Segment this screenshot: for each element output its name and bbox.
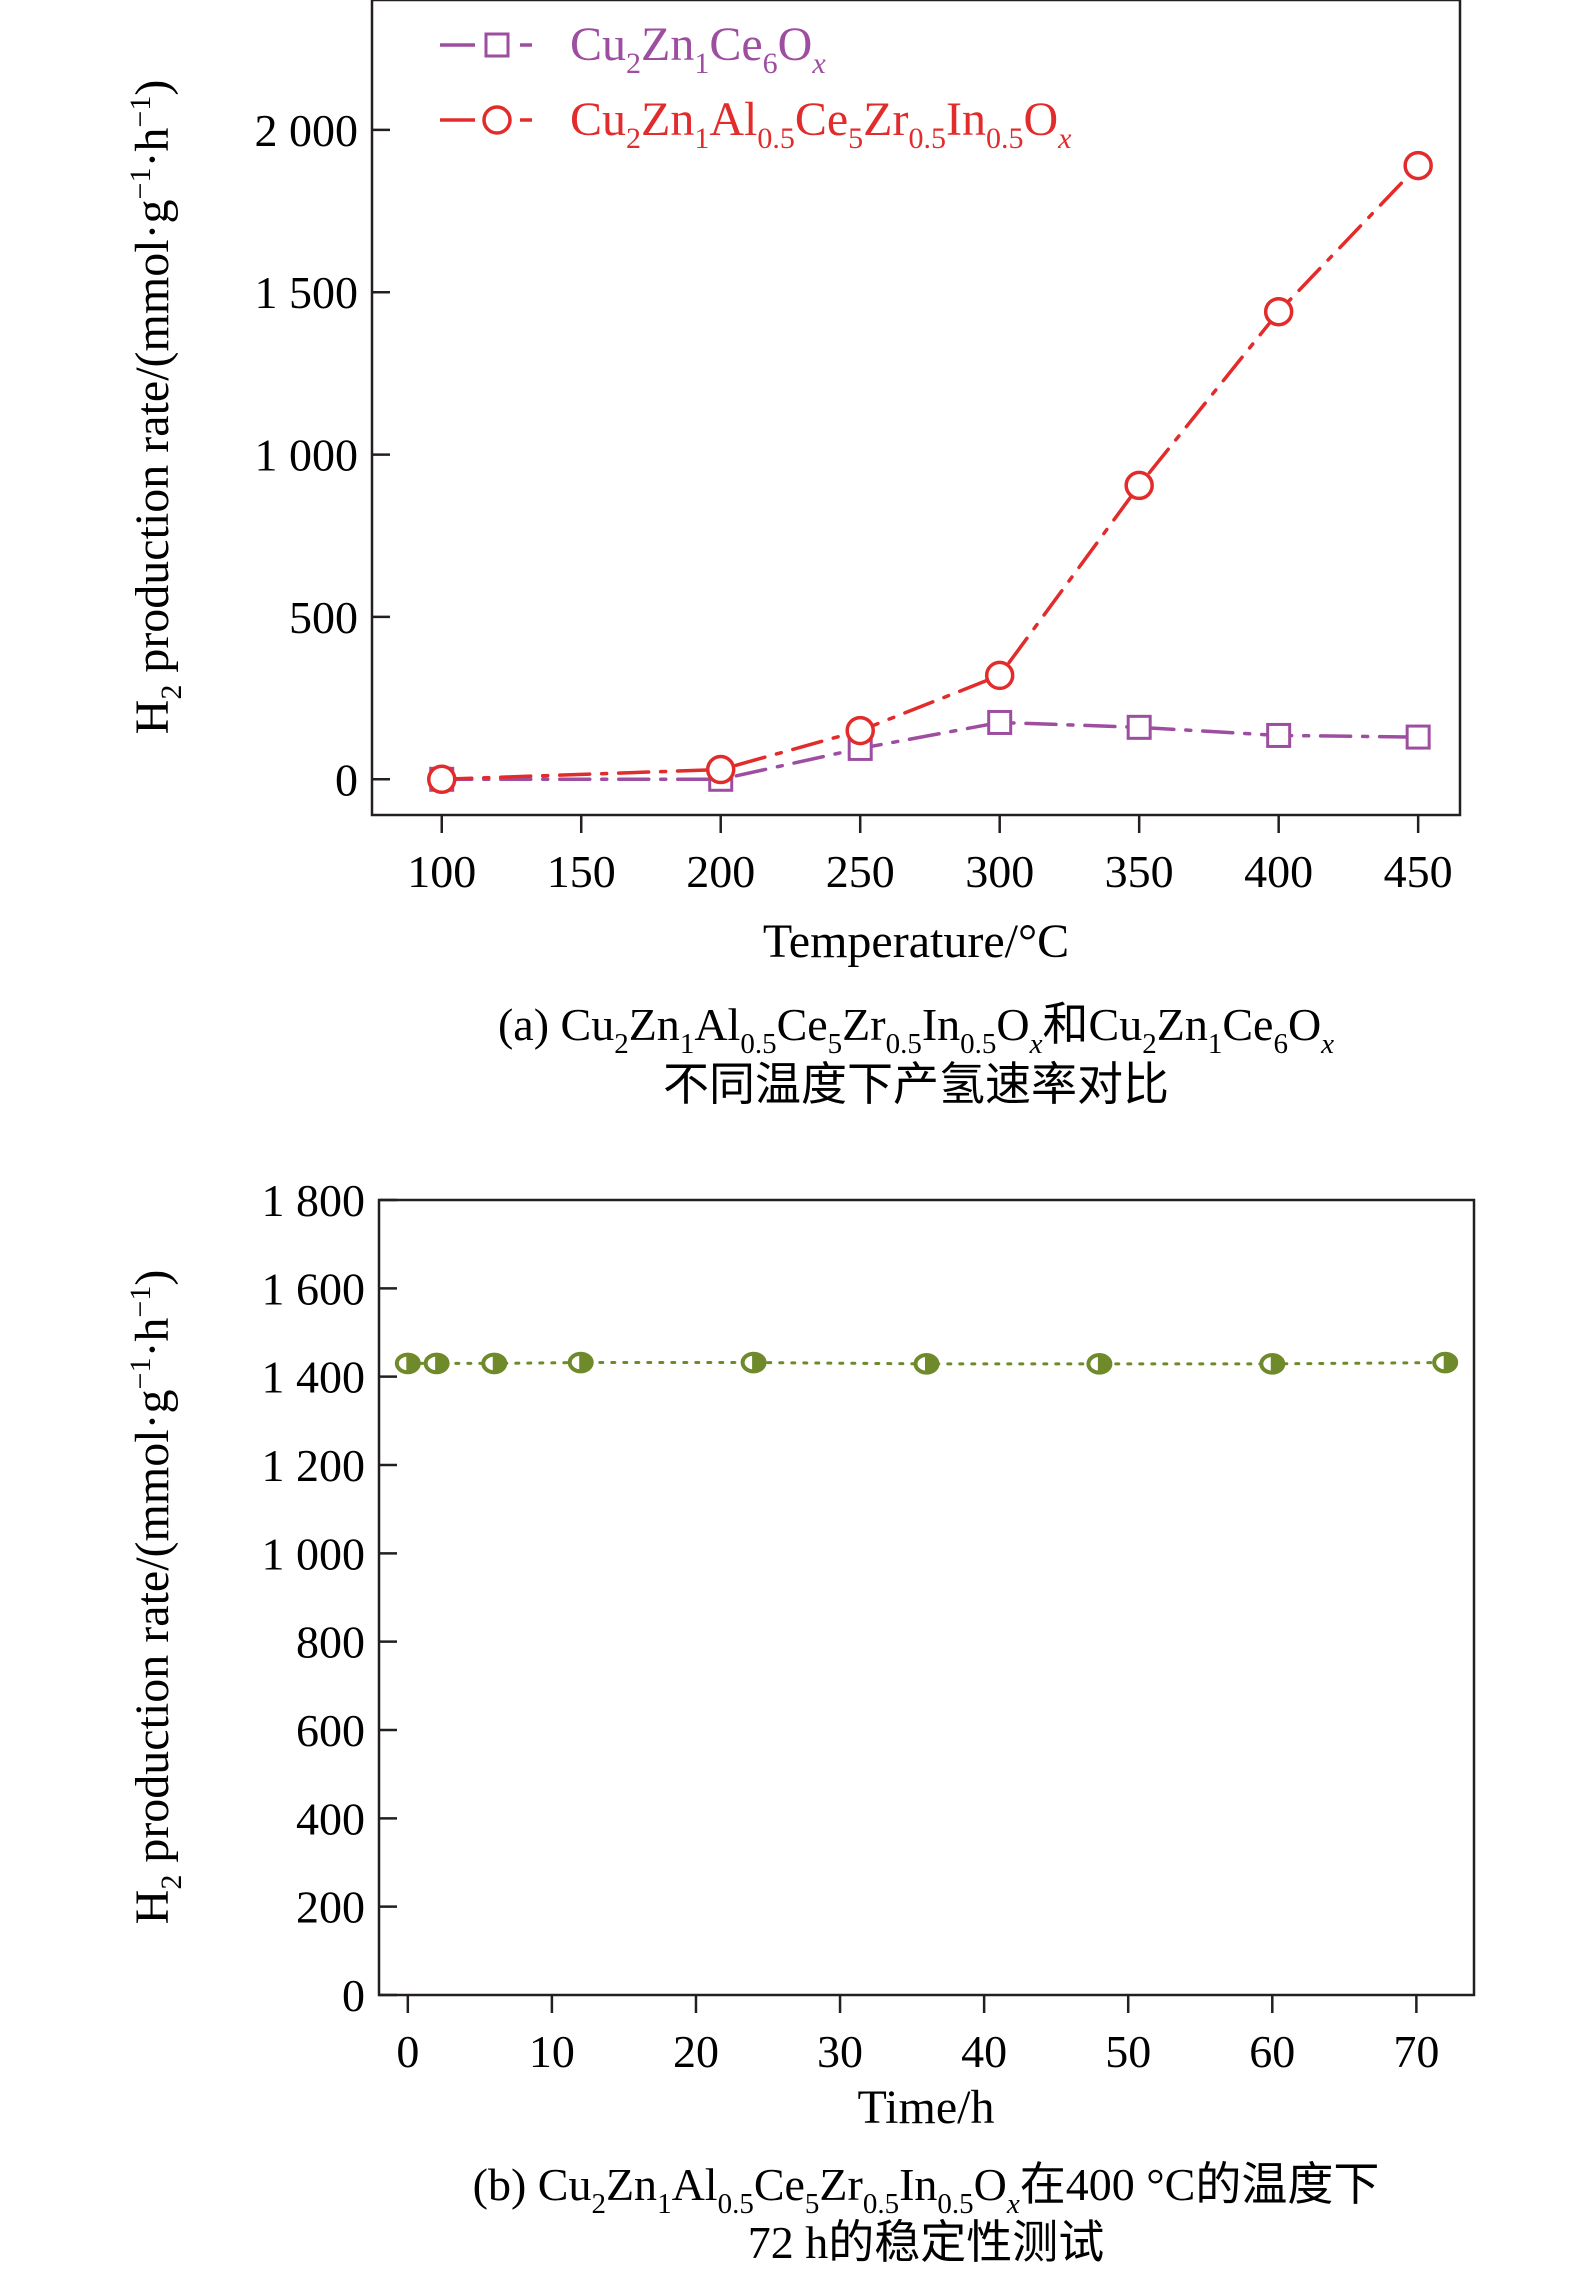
data-point	[1124, 470, 1154, 501]
data-point	[987, 709, 1013, 735]
y-tick-label: 600	[296, 1705, 365, 1756]
data-point	[481, 1352, 508, 1375]
data-point	[984, 660, 1015, 691]
x-tick-label: 20	[673, 2026, 719, 2077]
data-point	[1086, 1353, 1113, 1375]
data-point	[845, 715, 875, 746]
y-axis-title-b: H2 production rate/(mmol·g−1·h−1)	[124, 1270, 188, 1925]
x-tick-label: 0	[396, 2026, 419, 2077]
x-tick-label: 40	[961, 2026, 1007, 2077]
data-point	[1259, 1353, 1286, 1375]
x-tick-label: 100	[407, 846, 476, 897]
y-tick-label: 0	[335, 754, 358, 805]
data-point	[394, 1352, 421, 1375]
y-tick-label: 1 000	[262, 1528, 366, 1579]
series-group-b	[394, 1351, 1459, 1375]
y-tick-label: 400	[296, 1793, 365, 1844]
x-tick-label: 70	[1393, 2026, 1439, 2077]
legend-label: Cu2Zn1Al0.5Ce5Zr0.5In0.5Ox​	[570, 93, 1072, 155]
y-axis-b: 0 200 400 600 800 1 000 1 200 1 400 1 600 1 800	[262, 1175, 397, 2021]
legend-a: Cu2Zn1Ce6Ox​ Cu2Zn1Al0.5Ce5Zr0.5In0.5Ox​	[440, 18, 1072, 155]
y-tick-label: 1 400	[262, 1352, 366, 1403]
x-tick-label: 350	[1105, 846, 1174, 897]
x-axis-b: 0 10 20 30 40 50 60 70	[396, 1995, 1439, 2077]
y-axis-title-a: H2 production rate/(mmol·g−1·h−1)	[124, 80, 188, 735]
series-group-a	[426, 150, 1433, 795]
data-point	[1432, 1351, 1459, 1374]
x-tick-label: 400	[1244, 846, 1313, 897]
x-axis-title-a: Temperature/°C	[763, 915, 1069, 968]
y-tick-label: 1 600	[262, 1263, 366, 1314]
caption-b-line1: (b) Cu2Zn1Al0.5Ce5Zr0.5In0.5Ox​在400 °C的温…	[473, 2159, 1380, 2220]
y-axis-a: 0 500 1 000 1 500 2 000	[255, 105, 390, 805]
x-tick-label: 200	[686, 846, 755, 897]
data-point	[567, 1351, 594, 1374]
data-point	[1405, 724, 1431, 750]
y-tick-label: 0	[342, 1970, 365, 2021]
y-tick-label: 200	[296, 1882, 365, 1933]
data-point	[423, 1352, 450, 1375]
plot-frame-b	[377, 1198, 1476, 1997]
x-tick-label: 30	[817, 2026, 863, 2077]
series-line	[406, 1361, 1447, 1366]
data-point	[1263, 296, 1294, 327]
caption-a-line2: 不同温度下产氢速率对比	[663, 1059, 1169, 1110]
y-tick-label: 500	[289, 592, 358, 643]
data-point	[484, 32, 510, 58]
x-tick-label: 250	[826, 846, 895, 897]
caption-b-line2: 72 h的稳定性测试	[748, 2217, 1105, 2268]
legend-label: Cu2Zn1Ce6Ox​	[570, 18, 826, 80]
panel-a: 100 150 200 250 300 350 400 450 0 500 1 000 1 500 2…	[124, 0, 1462, 1110]
data-point	[426, 764, 457, 795]
plot-frame-a	[370, 0, 1462, 817]
caption-a-line1: (a) Cu2Zn1Al0.5Ce5Zr0.5In0.5Ox​和Cu2Zn1Ce…	[498, 999, 1334, 1060]
y-tick-label: 800	[296, 1617, 365, 1668]
series-line	[439, 163, 1420, 782]
y-tick-label: 1 800	[262, 1175, 366, 1226]
data-point	[482, 105, 512, 135]
data-point	[913, 1353, 940, 1375]
x-tick-label: 300	[965, 846, 1034, 897]
y-tick-label: 2 000	[255, 105, 359, 156]
x-tick-label: 150	[547, 846, 616, 897]
data-point	[705, 754, 736, 785]
x-axis-a: 100 150 200 250 300 350 400 450	[407, 815, 1453, 897]
x-tick-label: 60	[1249, 2026, 1295, 2077]
x-axis-title-b: Time/h	[858, 2081, 995, 2134]
data-point	[1126, 714, 1152, 740]
panel-b: 0 10 20 30 40 50 60 70 0 200 400 600 800 1 000 1 200 1…	[124, 1175, 1476, 2268]
legend-entry: Cu2Zn1Al0.5Ce5Zr0.5In0.5Ox​	[440, 93, 1072, 155]
data-point	[1403, 150, 1433, 181]
data-point	[1266, 722, 1292, 748]
data-point	[740, 1351, 767, 1374]
legend-entry: Cu2Zn1Ce6Ox​	[440, 18, 826, 80]
x-tick-label: 450	[1384, 846, 1453, 897]
x-tick-label: 50	[1105, 2026, 1151, 2077]
y-tick-label: 1 500	[255, 267, 359, 318]
y-tick-label: 1 200	[262, 1440, 366, 1491]
x-tick-label: 10	[529, 2026, 575, 2077]
y-tick-label: 1 000	[255, 430, 359, 481]
